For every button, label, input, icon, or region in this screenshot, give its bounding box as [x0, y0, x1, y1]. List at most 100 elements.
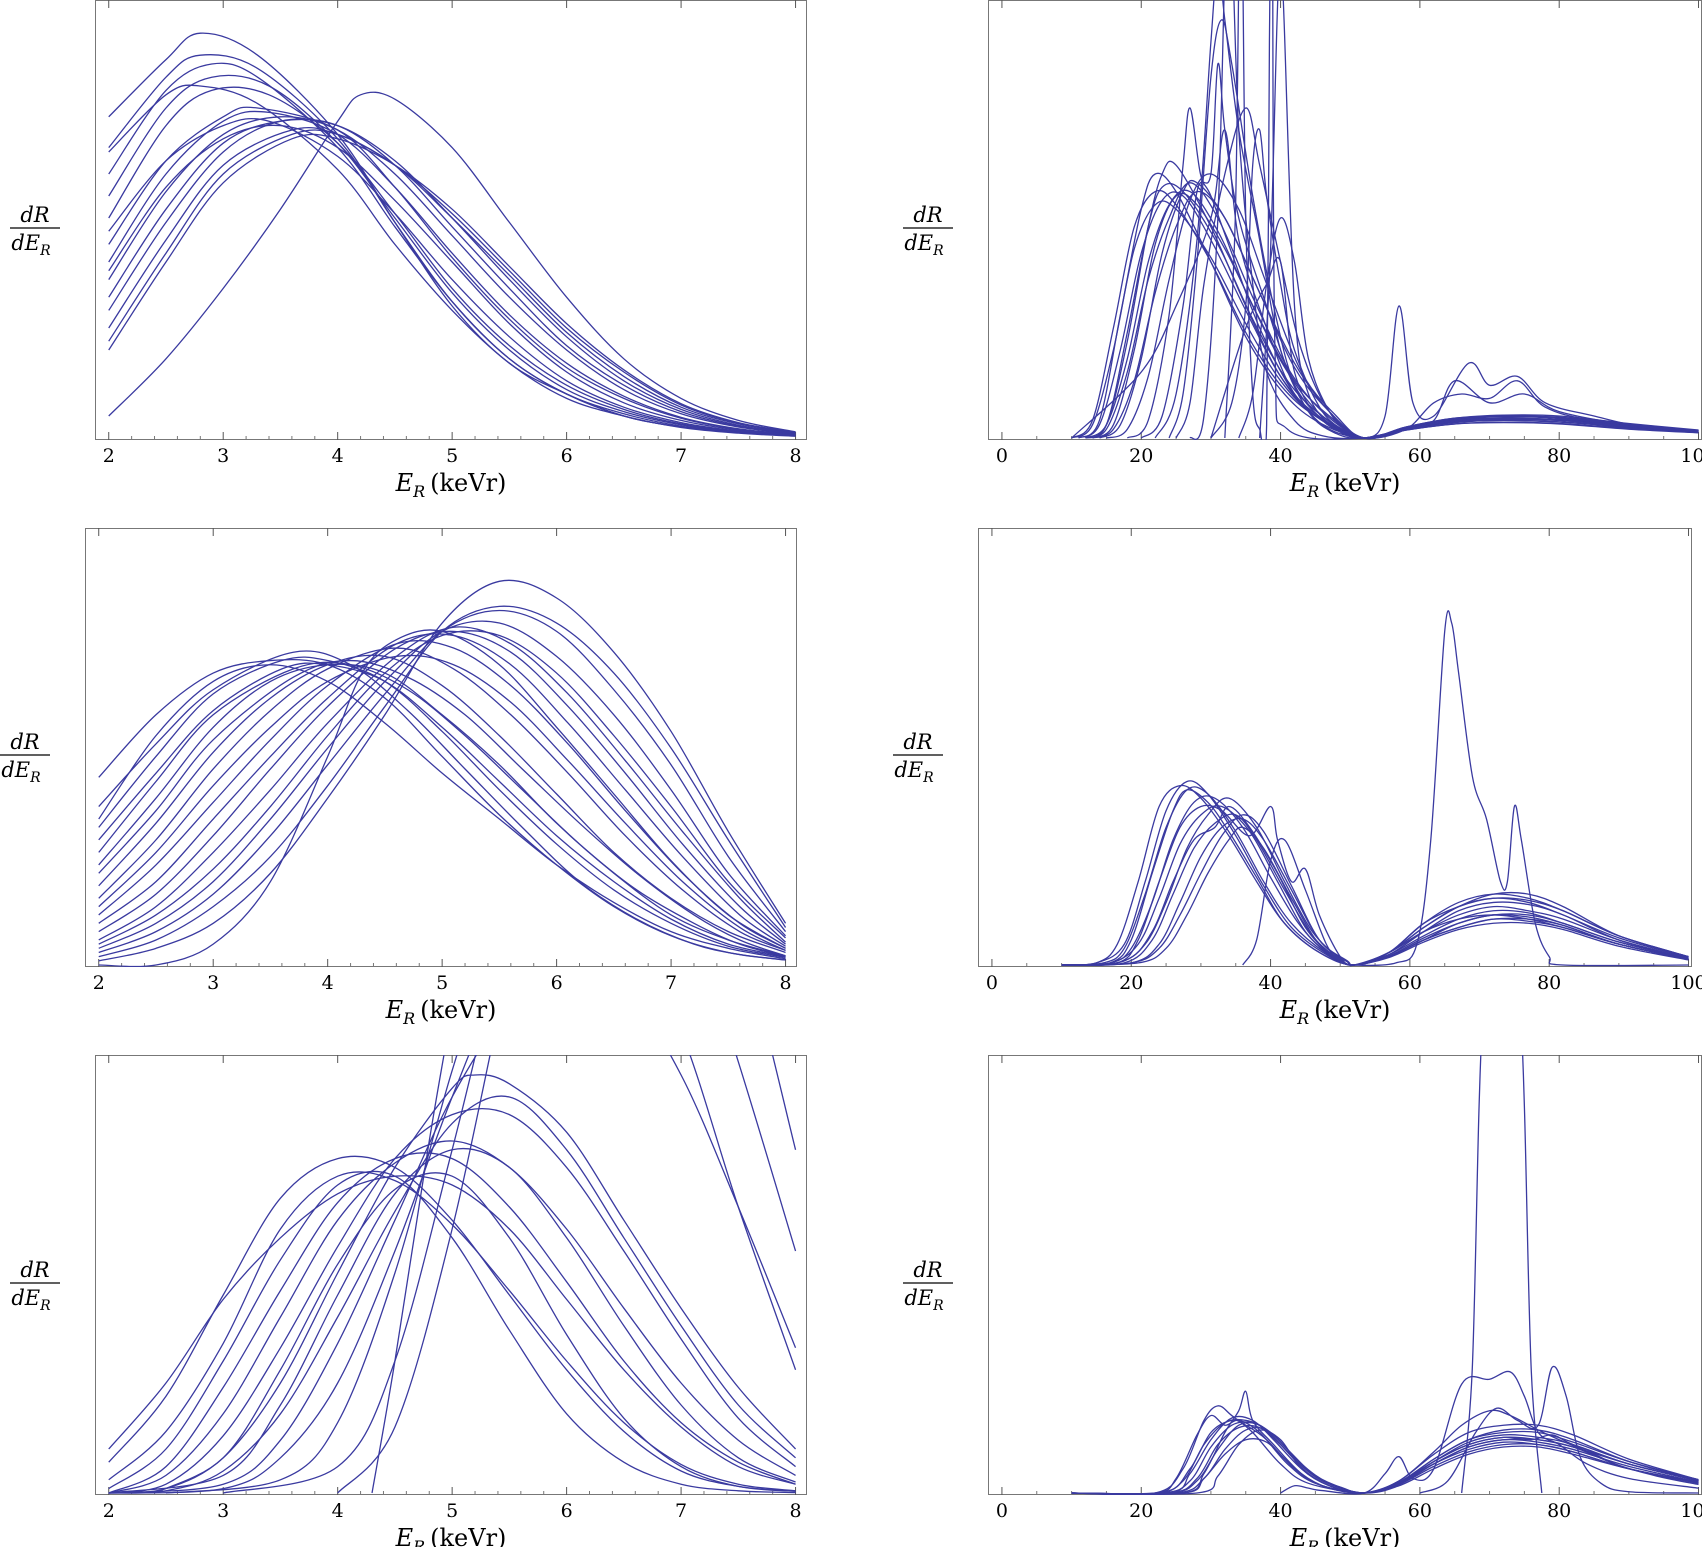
series-line-d10: [1061, 814, 1689, 967]
series-line-a18: [1175, 107, 1699, 440]
x-tick-label: 7: [675, 1500, 687, 1522]
x-axis-title: ER (keVr): [395, 469, 507, 501]
series-line-b04: [98, 662, 786, 958]
y-axis-title: dR dER: [10, 203, 60, 259]
series-line-b09: [98, 647, 786, 952]
x-axis-title: ER (keVr): [1289, 469, 1401, 501]
series-line-c06: [108, 84, 796, 437]
series-line-e07: [108, 1095, 796, 1494]
series-line-c16: [108, 124, 796, 436]
series-line-d05: [1061, 805, 1689, 966]
series-line-e14: [154, 1172, 796, 1494]
svg-text:dR: dR: [913, 1258, 942, 1282]
series-line-c05: [108, 86, 796, 437]
x-tick-label: 0: [996, 1500, 1008, 1522]
x-tick-label: 3: [217, 1500, 229, 1522]
plot-panel-p5: 2 3 4 5 6 7 8 ER (keVr) dR dER: [10, 1055, 807, 1547]
x-tick-label: 60: [1408, 1500, 1432, 1522]
x-axis-title: ER (keVr): [385, 996, 497, 1028]
series-line-d08: [1061, 805, 1689, 966]
series-line-a07: [1092, 192, 1699, 440]
series-line-b06: [98, 663, 786, 957]
x-tick-label: 6: [561, 1500, 573, 1522]
x-tick-label: 60: [1408, 445, 1432, 467]
series-line-b15: [98, 630, 787, 945]
x-tick-label: 2: [103, 445, 115, 467]
series-line-c13: [108, 129, 796, 433]
series-line-c04: [108, 74, 796, 437]
series-line-d02: [1061, 780, 1689, 966]
x-tick-label: 80: [1547, 1500, 1571, 1522]
series-line-e13: [108, 1175, 796, 1485]
x-tick-label: 0: [996, 445, 1008, 467]
series-line-b08: [98, 654, 786, 954]
x-tick-label: 80: [1537, 972, 1561, 994]
series-line-e02: [108, 1171, 796, 1492]
y-axis-title: dR dER: [903, 203, 953, 259]
curve-group: [98, 579, 787, 967]
series-line-b21: [98, 629, 786, 967]
x-tick-label: 80: [1547, 445, 1571, 467]
curve-group: [1071, 1055, 1699, 1495]
series-line-d11: [1061, 789, 1689, 967]
series-line-a06: [1092, 190, 1699, 440]
series-line-c17: [108, 91, 796, 433]
x-tick-label: 8: [790, 445, 802, 467]
series-line-b02: [98, 650, 786, 961]
series-line-a17: [1189, 0, 1699, 440]
series-line-d13: [1061, 804, 1689, 967]
series-line-f15: [1522, 1055, 1543, 1494]
x-tick-label: 4: [332, 1500, 344, 1522]
curve-group: [108, 32, 796, 437]
x-axis-title: ER (keVr): [395, 1524, 507, 1547]
svg-text:dR: dR: [913, 203, 942, 227]
series-line-c09: [108, 116, 796, 435]
series-line-a14: [1140, 62, 1699, 439]
series-line-c12: [108, 126, 796, 434]
series-line-b19: [98, 579, 787, 962]
series-line-e09: [108, 1055, 797, 1494]
x-tick-label: 20: [1129, 1500, 1153, 1522]
svg-text:dER: dER: [11, 231, 51, 259]
series-line-a21: [1259, 0, 1699, 439]
series-line-d14: [1242, 610, 1689, 967]
x-axis-title: ER (keVr): [1279, 996, 1391, 1028]
x-tick-label: 8: [780, 972, 792, 994]
x-tick-label: 40: [1268, 1500, 1292, 1522]
series-line-c03: [108, 62, 796, 437]
svg-text:dER: dER: [904, 231, 944, 259]
x-tick-label: 2: [103, 1500, 115, 1522]
series-line-a11: [1106, 173, 1699, 439]
series-line-f14: [1461, 1055, 1482, 1494]
series-line-e11: [223, 1055, 797, 1494]
plot-frame: [988, 0, 1702, 440]
svg-text:dER: dER: [894, 758, 934, 786]
x-tick-label: 60: [1398, 972, 1422, 994]
series-line-e03: [108, 1152, 796, 1494]
series-line-a22: [1071, 129, 1699, 439]
series-line-b13: [98, 630, 786, 945]
series-line-d01: [1061, 784, 1689, 966]
plot-panel-p3: 2 3 4 5 6 7 8 ER (keVr) dR dER: [0, 528, 797, 1028]
curve-group: [1071, 0, 1699, 440]
x-tick-label: 3: [207, 972, 219, 994]
x-tick-label: 40: [1268, 445, 1292, 467]
series-line-e12: [337, 1055, 491, 1494]
x-tick-label: 2: [93, 972, 105, 994]
svg-text:dR: dR: [20, 203, 49, 227]
x-tick-label: 40: [1258, 972, 1282, 994]
x-tick-label: 4: [332, 445, 344, 467]
series-line-a16: [1168, 19, 1699, 439]
x-tick-label: 20: [1119, 972, 1143, 994]
plot-frame: [95, 0, 807, 440]
series-line-e01: [108, 1155, 796, 1492]
series-line-b05: [98, 661, 786, 958]
series-line-f07: [1071, 1405, 1699, 1495]
series-line-e10: [165, 1055, 797, 1494]
x-tick-label: 8: [790, 1500, 802, 1522]
series-line-f05: [1071, 1414, 1699, 1495]
svg-text:dR: dR: [903, 730, 932, 754]
plot-panel-p1: 2 3 4 5 6 7 8 ER (keVr) dR dER: [10, 0, 807, 501]
series-line-d06: [1061, 797, 1689, 966]
